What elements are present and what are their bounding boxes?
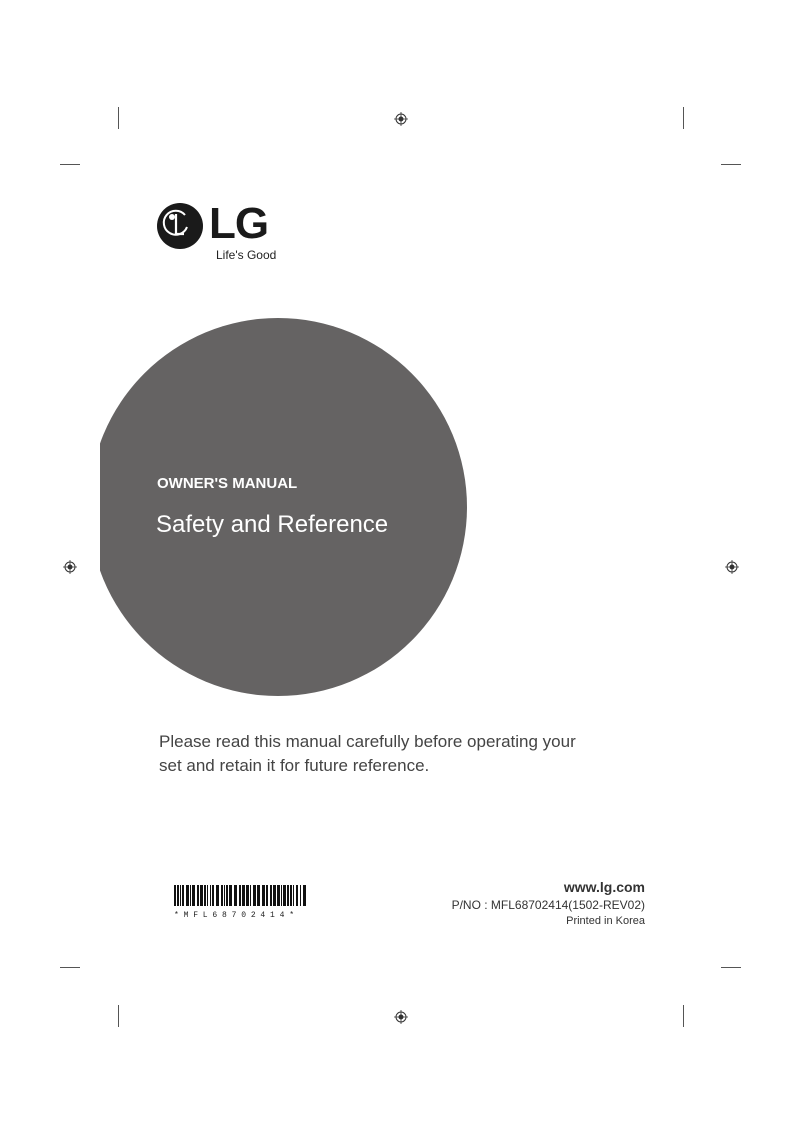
crop-mark	[683, 107, 684, 129]
crop-mark	[721, 164, 741, 165]
crop-mark	[60, 967, 80, 968]
notice-line: set and retain it for future reference.	[159, 756, 430, 775]
part-number: P/NO : MFL68702414(1502-REV02)	[451, 898, 645, 912]
crop-mark	[118, 107, 119, 129]
crop-mark	[118, 1005, 119, 1027]
printed-in: Printed in Korea	[566, 915, 645, 927]
cover-subtitle: OWNER'S MANUAL	[157, 475, 298, 492]
lg-face-logo-icon	[157, 203, 203, 249]
registration-mark-icon	[63, 560, 77, 574]
brand-name: LG	[209, 199, 269, 248]
cover-title: Safety and Reference	[156, 511, 389, 538]
cover-circle	[100, 318, 467, 696]
registration-mark-icon	[394, 112, 408, 126]
registration-mark-icon	[725, 560, 739, 574]
crop-mark	[683, 1005, 684, 1027]
crop-mark	[60, 164, 80, 165]
notice-line: Please read this manual carefully before…	[159, 732, 576, 751]
barcode-bars	[174, 885, 306, 906]
barcode: * M F L 6 8 7 0 2 4 1 4 *	[174, 885, 308, 920]
barcode-text: * M F L 6 8 7 0 2 4 1 4 *	[174, 911, 295, 920]
footer-info: www.lg.com P/NO : MFL68702414(1502-REV02…	[452, 877, 645, 928]
website: www.lg.com	[563, 879, 645, 895]
notice-text: Please read this manual carefully before…	[159, 730, 576, 778]
cover-circle-area	[100, 300, 500, 720]
registration-mark-icon	[394, 1010, 408, 1024]
brand-tagline: Life's Good	[216, 248, 277, 262]
lg-logo: LG Life's Good	[157, 199, 276, 262]
crop-mark	[721, 967, 741, 968]
